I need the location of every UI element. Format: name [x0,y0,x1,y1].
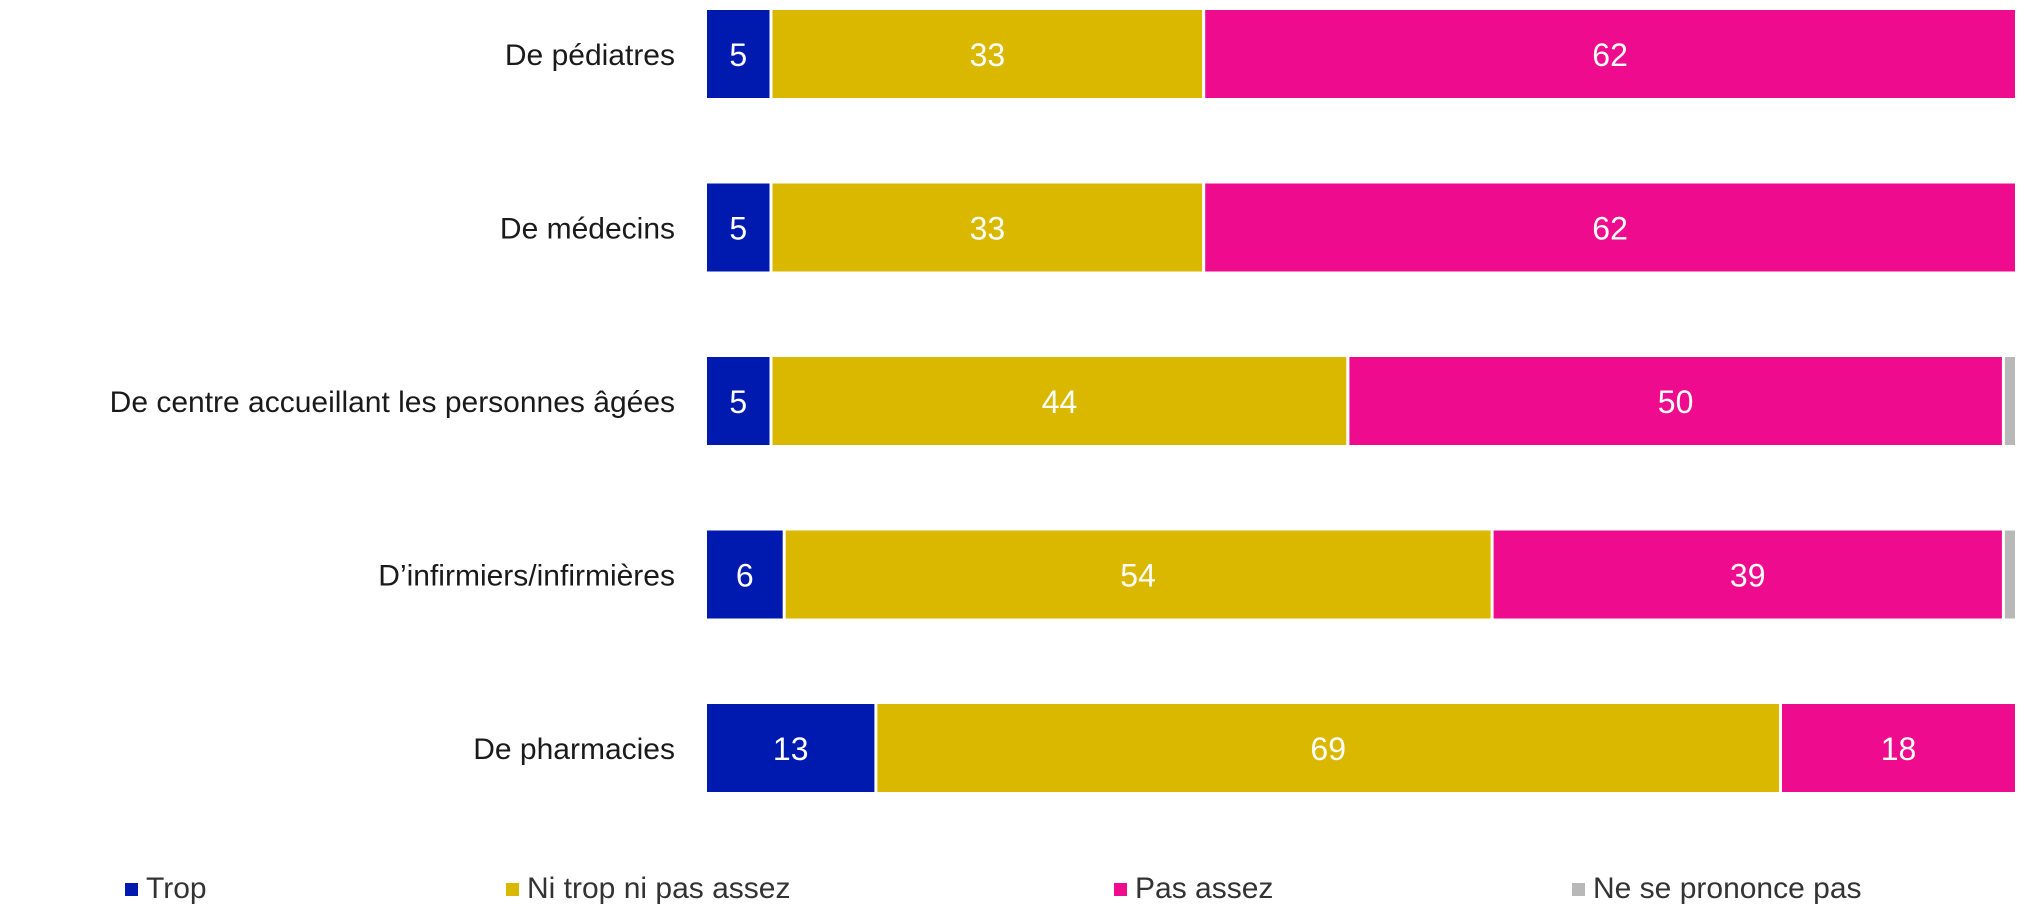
legend-item-ni-trop-ni-pas-assez: Ni trop ni pas assez [506,872,790,906]
legend-label-ni-trop-ni-pas-assez: Ni trop ni pas assez [527,872,791,905]
data-label-de-medecins-trop: 5 [729,211,747,247]
legend-label-ne-se-prononce-pas: Ne se prononce pas [1593,872,1862,905]
bar-de-pharmacies-ni-trop-ni-pas-assez [877,704,1779,792]
bar-de-pediatres-trop [707,10,770,98]
legend-label-trop: Trop [146,872,207,905]
category-label-de-pharmacies: De pharmacies [473,733,675,766]
data-label-de-medecins-pas-assez: 62 [1592,211,1628,247]
data-label-de-medecins-ni-trop-ni-pas-assez: 33 [970,211,1006,247]
data-label-de-centre-accueillant-les-personnes-agees-pas-assez: 50 [1658,384,1694,420]
bar-de-pediatres-pas-assez [1205,10,2015,98]
bar-de-pharmacies-pas-assez [1782,704,2015,792]
legend-swatch-ni-trop-ni-pas-assez [506,882,519,896]
bar-d-infirmiers-infirmieres-ni-trop-ni-pas-assez [785,530,1491,619]
data-label-de-pediatres-pas-assez: 62 [1592,37,1628,73]
data-label-d-infirmiers-infirmieres-ni-trop-ni-pas-assez: 54 [1120,558,1156,594]
bar-d-infirmiers-infirmieres-trop [707,530,783,619]
data-label-d-infirmiers-infirmieres-pas-assez: 39 [1730,558,1766,594]
bar-de-centre-accueillant-les-personnes-agees-ne-se-prononce-pas [2004,357,2015,445]
data-label-de-pediatres-ni-trop-ni-pas-assez: 33 [970,37,1006,73]
bar-de-pediatres-ni-trop-ni-pas-assez [772,10,1203,98]
data-label-de-pharmacies-trop: 13 [773,731,809,767]
data-label-de-pediatres-trop: 5 [729,37,747,73]
data-label-de-pharmacies-ni-trop-ni-pas-assez: 69 [1310,731,1346,767]
legend-item-pas-assez: Pas assez [1114,872,1273,906]
legend-swatch-ne-se-prononce-pas [1572,882,1585,896]
stacked-bar-chart: De pédiatres 5 33 62 De médecins 5 33 62 De cent… [110,10,2015,792]
legend-item-trop: Trop [125,872,207,906]
category-label-de-centre-accueillant-les-personnes-agees: De centre accueillant les personnes âgée… [110,386,675,419]
data-label-de-pharmacies-pas-assez: 18 [1881,731,1917,767]
category-label-de-medecins: De médecins [500,213,675,246]
bar-de-medecins-trop [707,183,770,272]
bar-d-infirmiers-infirmieres-pas-assez [1493,530,2002,619]
bar-de-centre-accueillant-les-personnes-agees-trop [707,357,770,445]
bar-de-centre-accueillant-les-personnes-agees-ni-trop-ni-pas-assez [772,357,1347,445]
legend-label-pas-assez: Pas assez [1135,872,1274,905]
category-label-d-infirmiers-infirmieres: D’infirmiers/infirmières [378,560,675,593]
legend-swatch-trop [125,882,138,896]
bar-de-medecins-ni-trop-ni-pas-assez [772,183,1203,272]
data-label-de-centre-accueillant-les-personnes-agees-ni-trop-ni-pas-assez: 44 [1042,384,1078,420]
category-label-de-pediatres: De pédiatres [505,39,675,72]
legend-swatch-pas-assez [1114,882,1127,896]
bar-de-pharmacies-trop [707,704,875,792]
bar-de-centre-accueillant-les-personnes-agees-pas-assez [1349,357,2002,445]
bar-de-medecins-pas-assez [1205,183,2015,272]
data-label-d-infirmiers-infirmieres-trop: 6 [736,558,754,594]
legend: Trop Ni trop ni pas assez Pas assez Ne s… [0,872,2033,912]
data-label-de-centre-accueillant-les-personnes-agees-trop: 5 [729,384,747,420]
legend-item-ne-se-prononce-pas: Ne se prononce pas [1572,872,1862,906]
bar-d-infirmiers-infirmieres-ne-se-prononce-pas [2004,530,2015,619]
